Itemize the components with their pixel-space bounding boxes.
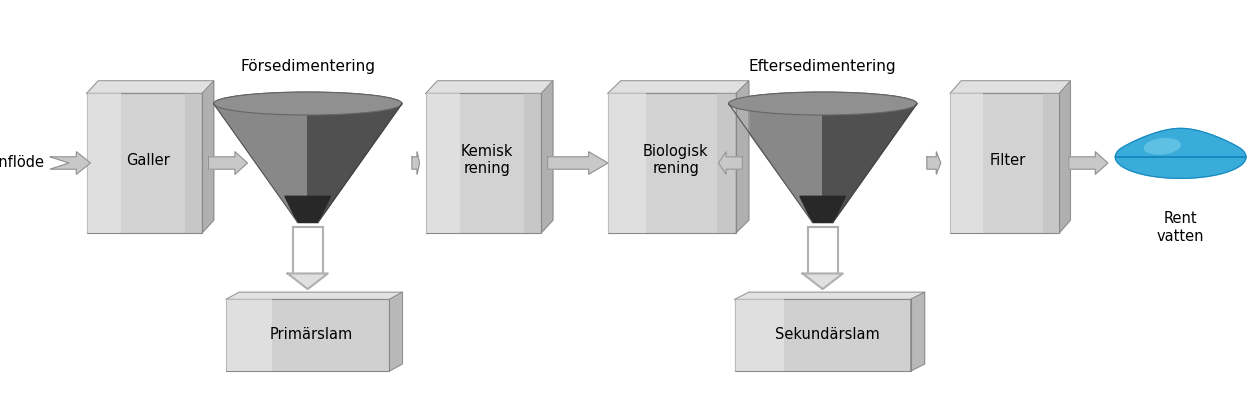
Bar bbox=[524, 94, 541, 233]
Polygon shape bbox=[911, 292, 924, 371]
Bar bbox=[951, 94, 1060, 233]
Polygon shape bbox=[87, 81, 214, 94]
Polygon shape bbox=[927, 153, 941, 175]
Bar bbox=[735, 299, 911, 371]
Polygon shape bbox=[1060, 81, 1070, 233]
Text: Biologisk
rening: Biologisk rening bbox=[643, 144, 708, 176]
Polygon shape bbox=[800, 197, 845, 223]
Bar bbox=[87, 94, 122, 233]
Text: Rent
vatten: Rent vatten bbox=[1157, 211, 1205, 243]
Polygon shape bbox=[608, 81, 749, 94]
Bar bbox=[87, 94, 202, 233]
Polygon shape bbox=[214, 104, 308, 223]
Bar bbox=[226, 299, 389, 371]
Ellipse shape bbox=[214, 93, 402, 116]
Bar bbox=[185, 94, 202, 233]
Polygon shape bbox=[389, 292, 402, 371]
Bar bbox=[717, 94, 736, 233]
Polygon shape bbox=[50, 153, 90, 175]
Bar bbox=[951, 94, 983, 233]
Polygon shape bbox=[308, 104, 402, 223]
Polygon shape bbox=[202, 81, 214, 233]
Ellipse shape bbox=[214, 93, 402, 116]
Bar bbox=[426, 94, 541, 233]
Polygon shape bbox=[728, 104, 823, 223]
Text: Primärslam: Primärslam bbox=[270, 326, 353, 341]
Polygon shape bbox=[226, 292, 402, 299]
Bar bbox=[608, 94, 647, 233]
Ellipse shape bbox=[728, 93, 917, 116]
Polygon shape bbox=[736, 81, 749, 233]
Text: Galler: Galler bbox=[126, 153, 170, 167]
Bar bbox=[226, 299, 271, 371]
Polygon shape bbox=[1069, 153, 1108, 175]
Text: Eftersedimentering: Eftersedimentering bbox=[749, 58, 897, 74]
Polygon shape bbox=[285, 197, 330, 223]
Polygon shape bbox=[735, 292, 924, 299]
Bar bbox=[608, 94, 736, 233]
Polygon shape bbox=[208, 153, 247, 175]
Text: Försedimentering: Försedimentering bbox=[240, 58, 376, 74]
Polygon shape bbox=[951, 81, 1070, 94]
Text: Inflöde: Inflöde bbox=[0, 155, 45, 169]
Text: Filter: Filter bbox=[990, 153, 1026, 167]
Bar bbox=[426, 94, 461, 233]
Polygon shape bbox=[548, 153, 608, 175]
Polygon shape bbox=[1115, 129, 1246, 179]
Ellipse shape bbox=[728, 93, 917, 116]
Bar bbox=[1042, 94, 1060, 233]
Polygon shape bbox=[412, 153, 420, 175]
Ellipse shape bbox=[1144, 139, 1181, 155]
Polygon shape bbox=[718, 153, 742, 175]
Text: Kemisk
rening: Kemisk rening bbox=[461, 144, 514, 176]
Polygon shape bbox=[823, 104, 917, 223]
Text: Sekundärslam: Sekundärslam bbox=[775, 326, 879, 341]
Polygon shape bbox=[426, 81, 553, 94]
Polygon shape bbox=[541, 81, 553, 233]
Bar bbox=[735, 299, 784, 371]
Polygon shape bbox=[803, 274, 843, 290]
Polygon shape bbox=[288, 274, 328, 290]
